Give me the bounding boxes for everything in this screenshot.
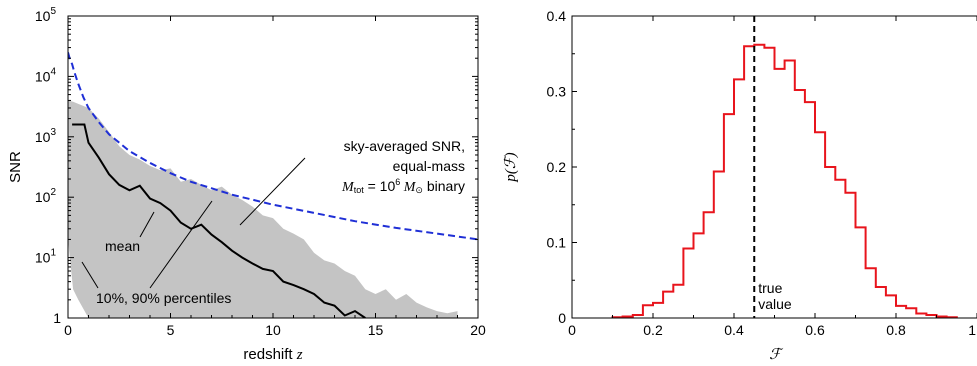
mtot-equals: = 10 [364,178,396,194]
snr-y-axis-label: SNR [7,151,24,183]
snr-y-tick-label: 103 [35,127,57,145]
pdf-y-tick-label: 0.4 [547,8,567,24]
snr-y-tick-label: 101 [35,248,57,266]
mtot-symbol: M [341,180,355,195]
mean-line [72,123,366,318]
snr-x-tick-label: 15 [368,322,384,338]
snr-y-tick-exponent: 1 [50,248,56,259]
annotation-pointer-10pct [81,261,99,289]
annotation-pointer-mean [139,211,155,238]
snr-y-tick-exponent: 5 [50,6,56,17]
pdf-x-tick-label: 0.8 [886,322,906,338]
pdf-y-tick-label: 0.3 [547,84,567,100]
snr-y-tick-exponent: 4 [50,66,56,77]
annotation-equal-mass: equal-mass [393,158,465,174]
pdf-x-tick-label: 1 [968,322,976,338]
true-value-label-line1: true [758,280,782,296]
annotation-mass-binary: Mtot = 106 M⊙ binary [341,177,465,195]
pdf-x-axis-label: ℱ [769,347,784,363]
binary-word: binary [423,178,465,194]
snr-y-tick-label: 102 [35,187,57,205]
snr-y-tick-base: 10 [35,129,51,145]
snr-y-tick-exponent: 3 [50,127,56,138]
snr-x-ticks: 0 5 10 15 20 [64,16,486,338]
pdf-y-tick-label: 0 [558,310,566,326]
true-value-label-line2: value [758,296,792,312]
snr-x-tick-label: 20 [470,322,486,338]
annotation-pointer-sky [239,157,306,226]
snr-x-tick-label: 5 [167,322,175,338]
snr-plot-area [68,52,478,318]
histogram-steps [611,43,958,318]
pdf-x-tick-label: 0.6 [805,322,825,338]
snr-x-tick-label: 0 [64,322,72,338]
snr-y-tick-label: 1 [53,310,61,326]
annotation-sky-averaged: sky-averaged SNR, [344,138,465,154]
pdf-x-tick-label: 0.4 [724,322,744,338]
snr-x-axis-label: redshift z [243,346,302,363]
pdf-y-tick-label: 0.2 [547,159,567,175]
snr-y-tick-base: 10 [35,8,51,24]
pdf-x-tick-label: 0.2 [643,322,663,338]
msun-subscript: ⊙ [415,185,423,195]
snr-y-tick-base: 1 [53,310,61,326]
mtot-exponent: 6 [395,177,400,187]
mtot-subscript: tot [354,185,365,195]
sky-averaged-snr-line [68,52,478,241]
pdf-y-tick-label: 0.1 [547,235,567,251]
pdf-panel: 0 0.2 0.4 0.6 0.8 1 0 0.1 0.2 0.3 0.4 ℱ p(ℱ) true… [503,8,977,363]
pdf-x-ticks: 0 0.2 0.4 0.6 0.8 1 [568,16,977,338]
snr-y-tick-label: 105 [35,6,57,24]
pdf-plot-area [611,16,958,318]
percentile-band [68,100,458,318]
snr-y-tick-base: 10 [35,250,51,266]
annotation-pointer-90pct [149,200,213,289]
snr-y-tick-label: 104 [35,66,57,84]
snr-y-tick-base: 10 [35,189,51,205]
annotation-mean: mean [105,238,140,254]
snr-y-tick-exponent: 2 [50,187,56,198]
annotation-percentiles: 10%, 90% percentiles [96,290,231,306]
pdf-y-axis-label: p(ℱ) [503,152,519,182]
snr-y-tick-base: 10 [35,68,51,84]
msun-symbol: M [400,180,417,195]
snr-x-tick-label: 10 [265,322,281,338]
pdf-y-ticks: 0 0.1 0.2 0.3 0.4 [547,8,577,326]
pdf-x-tick-label: 0 [568,322,576,338]
